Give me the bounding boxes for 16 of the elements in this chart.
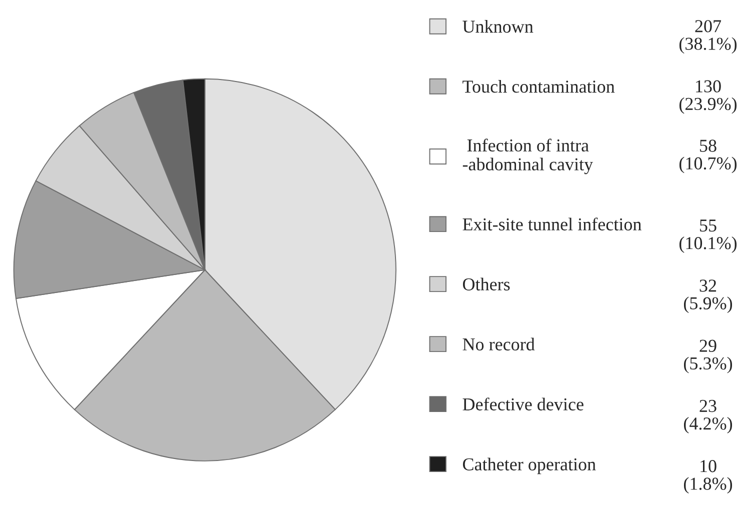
data-label: 58 (10.7%) (679, 140, 737, 174)
data-label: 130 (23.9%) (679, 80, 737, 114)
data-label: 55 (10.1%) (679, 220, 737, 253)
legend-label: Unknown (462, 20, 534, 33)
legend-label: No record (462, 338, 535, 350)
legend-label: Defective device (462, 398, 584, 410)
legend-label: Exit-site tunnel infection (462, 218, 642, 230)
data-label: 10 (1.8%) (684, 460, 732, 494)
legend-label: Infection of intra -abdominal cavity (462, 138, 594, 174)
legend-label: Catheter operation (462, 458, 596, 474)
legend-label: Others (462, 278, 510, 290)
data-label: 32 (5.9%) (684, 280, 732, 314)
data-label: 29 (5.3%) (684, 340, 732, 374)
data-label: 207 (38.1%) (679, 20, 737, 54)
data-label: 23 (4.2%) (684, 400, 732, 434)
legend-label: Touch contamination (462, 80, 615, 93)
